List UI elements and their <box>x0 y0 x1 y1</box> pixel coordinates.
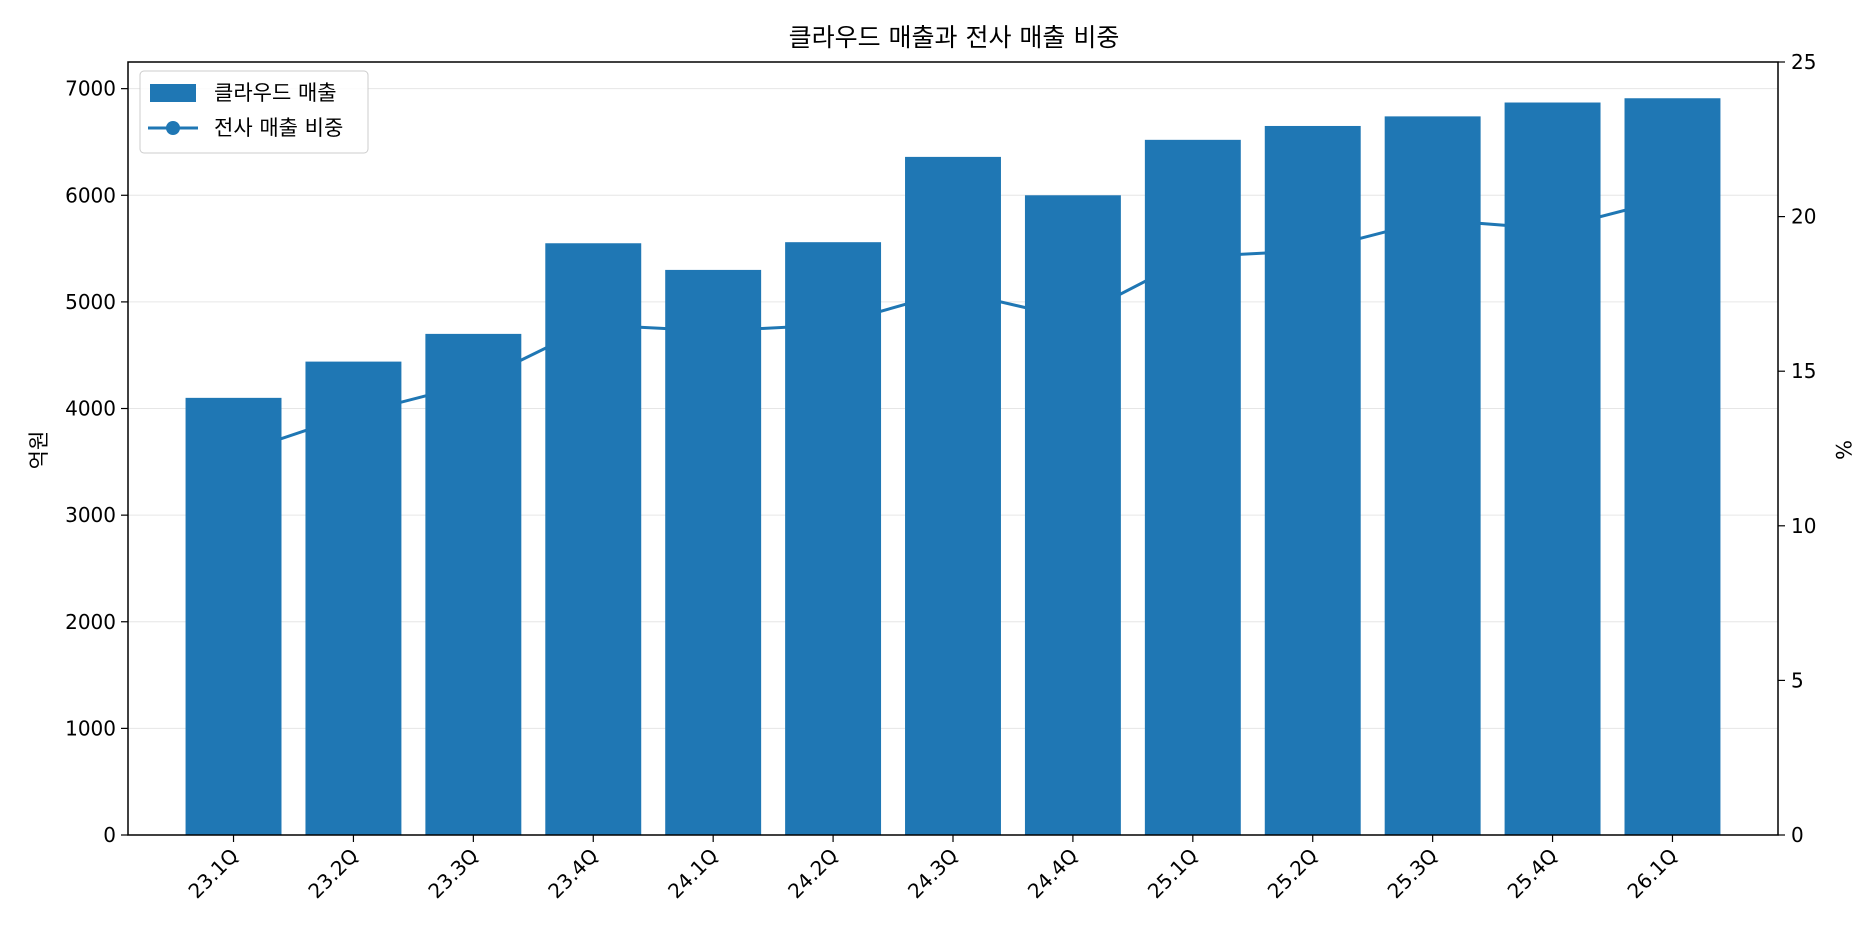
bar <box>545 243 642 835</box>
y-tick-label: 0 <box>103 823 116 847</box>
x-tick-label: 24.1Q <box>663 844 723 904</box>
legend-line-marker <box>166 121 180 135</box>
x-tick-label: 25.3Q <box>1383 844 1443 904</box>
y2-tick-label: 15 <box>1791 359 1816 383</box>
y-tick-label: 1000 <box>65 716 116 740</box>
bar <box>1024 195 1121 835</box>
y2-axis-title: % <box>1831 440 1855 460</box>
y-tick-label: 6000 <box>65 183 116 207</box>
bar <box>1624 98 1721 835</box>
bar <box>185 397 282 835</box>
legend-label-line: 전사 매출 비중 <box>214 116 343 140</box>
x-tick-label: 25.2Q <box>1263 844 1323 904</box>
bar <box>1384 116 1481 836</box>
x-tick-label: 25.1Q <box>1143 844 1203 904</box>
y2-tick-label: 25 <box>1791 50 1816 74</box>
bar <box>665 269 762 835</box>
y2-tick-label: 10 <box>1791 514 1816 538</box>
x-tick-label: 25.4Q <box>1503 844 1563 904</box>
bar <box>1264 125 1361 835</box>
y2-tick-label: 20 <box>1791 205 1816 229</box>
y-tick-label: 7000 <box>65 77 116 101</box>
x-tick-label: 23.1Q <box>183 844 243 904</box>
x-tick-label: 23.4Q <box>543 844 603 904</box>
y-tick-label: 3000 <box>65 503 116 527</box>
x-tick-label: 23.3Q <box>423 844 483 904</box>
legend-label-bar: 클라우드 매출 <box>214 81 337 105</box>
x-axis: 23.1Q 23.2Q 23.3Q 23.4Q 24.1Q 24.2Q 24.3Q 24.4Q… <box>183 835 1682 903</box>
legend-bar-swatch <box>150 84 196 102</box>
bar <box>425 333 522 835</box>
x-tick-label: 26.1Q <box>1622 844 1682 904</box>
left-y-axis: 0 1000 2000 3000 4000 5000 6000 7000 <box>65 77 128 847</box>
bar <box>1504 102 1601 835</box>
y2-tick-label: 0 <box>1791 823 1804 847</box>
legend-box <box>139 70 369 154</box>
x-tick-label: 24.4Q <box>1023 844 1083 904</box>
chart-title: 클라우드 매출과 전사 매출 비중 <box>789 23 1120 52</box>
bar-series <box>185 98 1721 836</box>
x-tick-label: 24.2Q <box>783 844 843 904</box>
legend: 클라우드 매출 전사 매출 비중 <box>139 70 369 154</box>
bar <box>905 156 1001 836</box>
y-tick-label: 4000 <box>65 397 116 421</box>
y-tick-label: 5000 <box>65 290 116 314</box>
x-tick-label: 23.2Q <box>303 844 363 904</box>
bar <box>305 361 402 835</box>
y2-tick-label: 5 <box>1791 668 1804 692</box>
y-axis-title: 억원 <box>27 431 51 470</box>
bar <box>1144 139 1241 835</box>
x-tick-label: 24.3Q <box>903 844 963 904</box>
right-y-axis: 0 5 10 15 20 25 <box>1778 50 1816 847</box>
bar <box>785 242 882 835</box>
y-tick-label: 2000 <box>65 610 116 634</box>
